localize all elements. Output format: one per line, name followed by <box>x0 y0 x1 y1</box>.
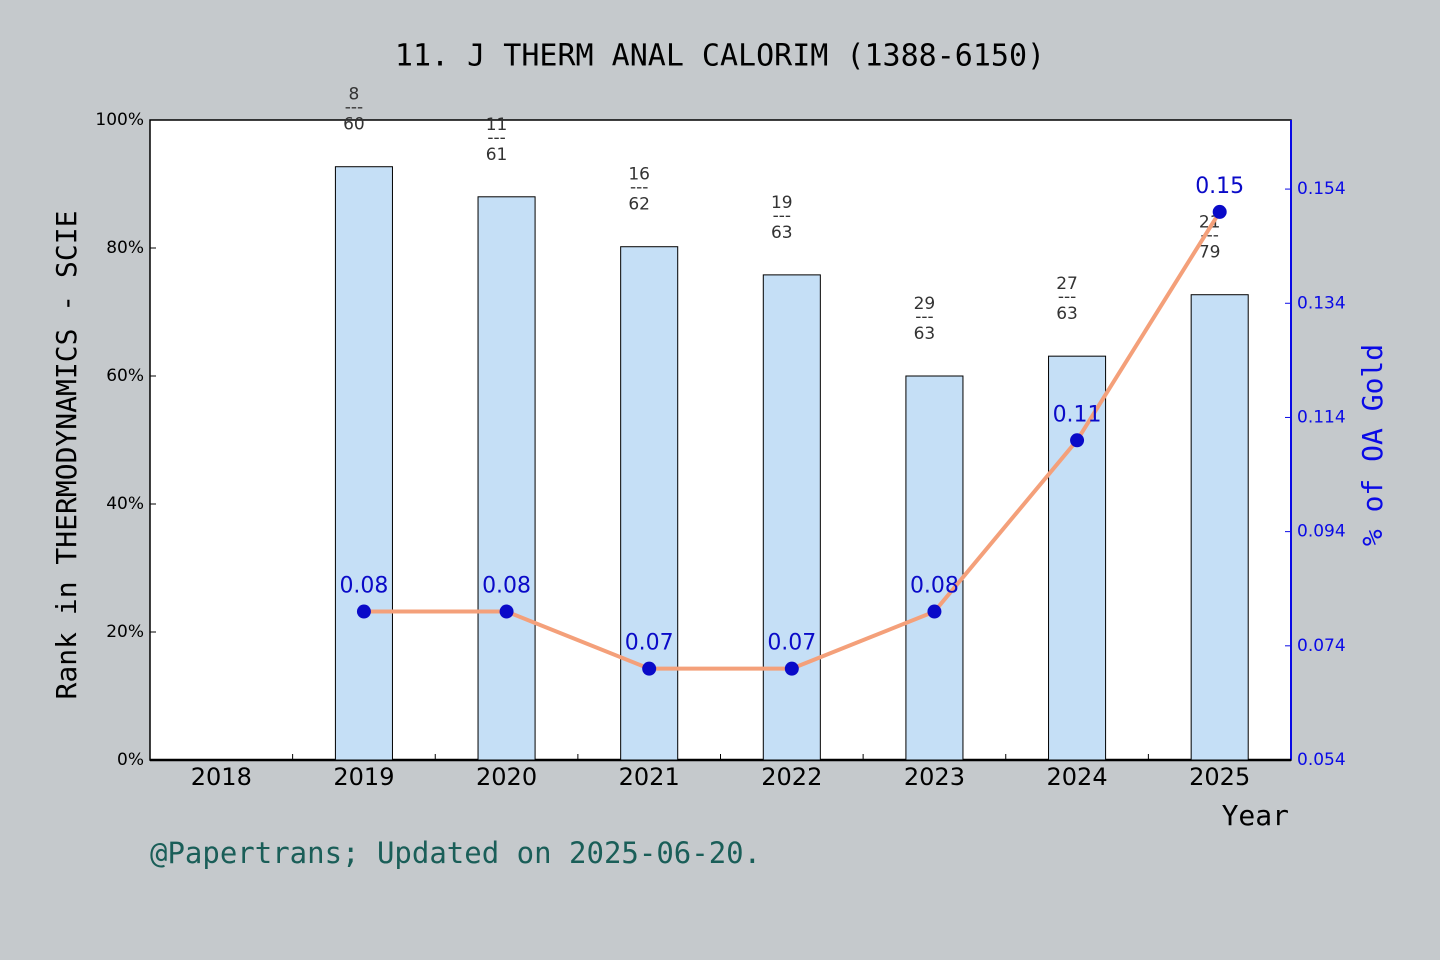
x-tick-label: 2020 <box>476 763 537 791</box>
bar-label: 19 <box>771 193 793 213</box>
bar <box>334 166 393 761</box>
bar-label: --- <box>1058 287 1076 307</box>
y-tick-label: 0% <box>117 750 144 770</box>
bar-label: 61 <box>486 145 508 165</box>
bar-label: 29 <box>914 294 936 314</box>
bar-label: 11 <box>486 115 508 135</box>
x-tick-label: 2023 <box>904 763 965 791</box>
y-tick-label: 40% <box>106 494 144 514</box>
y-tick-label: 100% <box>95 110 144 130</box>
x-tick-label: 2021 <box>619 763 680 791</box>
point <box>499 604 514 619</box>
y2-tick-label: 0.094 <box>1297 522 1346 542</box>
point-label: 0.08 <box>910 574 959 599</box>
bar-label: 60 <box>343 115 365 135</box>
y-tick-label: 80% <box>106 238 144 258</box>
footer: @Papertrans; Updated on 2025-06-20. <box>150 836 761 870</box>
point <box>642 661 657 676</box>
bar-label: 63 <box>1056 304 1078 324</box>
bar <box>1190 294 1249 761</box>
x-tick-label: 2025 <box>1189 763 1250 791</box>
bar <box>762 274 821 761</box>
y2-tick-label: 0.114 <box>1297 407 1346 427</box>
point-label: 0.07 <box>625 631 674 656</box>
point <box>784 661 799 676</box>
y-tick-label: 60% <box>106 366 144 386</box>
x-tick-label: 2018 <box>191 763 252 791</box>
point <box>1212 204 1227 219</box>
bar-label: 63 <box>914 324 936 344</box>
y-tick-label: 20% <box>106 622 144 642</box>
bar <box>905 375 964 761</box>
point-label: 0.07 <box>767 631 816 656</box>
y2-tick-label: 0.154 <box>1297 179 1346 199</box>
y2-tick-label: 0.134 <box>1297 293 1346 313</box>
point <box>927 604 942 619</box>
bar-label: --- <box>773 206 791 226</box>
bar-label: 27 <box>1056 274 1078 294</box>
point <box>356 604 371 619</box>
x-tick-label: 2024 <box>1047 763 1108 791</box>
bar <box>477 196 536 761</box>
bar-label: --- <box>915 307 933 327</box>
y2-tick-label: 0.074 <box>1297 636 1346 656</box>
bar <box>620 246 679 761</box>
bar-label: 79 <box>1199 243 1221 263</box>
y2-axis-label: % of OA Gold <box>1356 344 1389 546</box>
bar-label: --- <box>1200 226 1218 246</box>
chart-title: 11. J THERM ANAL CALORIM (1388-6150) <box>395 39 1045 74</box>
x-tick-label: 2022 <box>761 763 822 791</box>
x-tick-label: 2019 <box>333 763 394 791</box>
point-label: 0.08 <box>482 574 531 599</box>
plot-area <box>149 119 1292 761</box>
y-axis-label: Rank in THERMODYNAMICS - SCIE <box>50 211 83 700</box>
x-axis-label: Year <box>1222 799 1289 832</box>
bar-label: 16 <box>628 165 650 185</box>
bar-label: --- <box>630 178 648 198</box>
bar-label: 62 <box>628 195 650 215</box>
point-label: 0.11 <box>1053 402 1102 427</box>
bar-label: 63 <box>771 223 793 243</box>
bar-label: 8 <box>349 85 360 105</box>
bar-label: --- <box>345 98 363 118</box>
point-label: 0.08 <box>339 574 388 599</box>
bar <box>1048 355 1107 761</box>
point <box>1070 433 1085 448</box>
bar-label: --- <box>487 128 505 148</box>
y2-tick-label: 0.054 <box>1297 750 1346 770</box>
point-label: 0.15 <box>1195 174 1244 199</box>
